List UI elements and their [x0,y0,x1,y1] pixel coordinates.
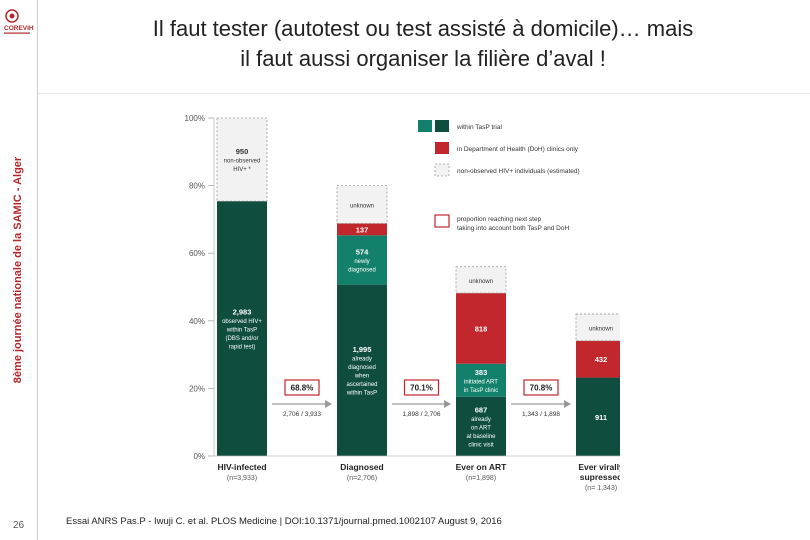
bar-segment [217,201,267,456]
data-label: diagnosed [348,365,376,371]
legend-label: proportion reaching next step [457,216,542,223]
legend-swatch [435,142,449,154]
category-count: (n=1,898) [466,475,496,482]
title-line-1: Il faut tester (autotest ou test assisté… [152,16,694,41]
sidebar: COREVIH 8ème journée nationale de la SAM… [0,0,38,540]
proportion-percent: 70.1% [410,384,433,393]
y-tick-label: 20% [189,384,205,393]
data-label: observed HIV+ [222,319,262,325]
arrow-head [564,400,571,408]
bar-segment [337,235,387,285]
bar-segment [337,284,387,456]
data-label: rapid test) [229,345,256,351]
data-label: non-observed [224,159,261,165]
data-label: within TasP [226,328,257,334]
legend-swatch [434,214,450,228]
data-label: unknown [469,279,493,285]
data-label: 911 [595,413,607,422]
data-label: 818 [475,324,488,333]
y-tick-label: 80% [189,182,205,191]
bar-segment [336,185,388,224]
slide-title: Il faut tester (autotest ou test assisté… [48,14,798,74]
arrow-head [444,400,451,408]
legend-label: in Department of Health (DoH) clinics on… [457,146,579,153]
data-label: within TasP [346,391,377,397]
conference-label: 8ème journée nationale de la SAMIC - Alg… [12,156,24,384]
corevih-logo: COREVIH [4,9,34,34]
data-label: newly [354,259,369,265]
bar-segment [456,293,506,364]
proportion-fraction: 1,343 / 1,898 [522,411,560,418]
proportion-box [403,379,440,396]
bar-segment [216,117,268,202]
data-label: 950 [236,147,249,156]
data-label: unknown [589,326,613,332]
data-label: ascertained [346,382,377,388]
data-label: 2,983 [233,308,252,317]
title-divider [38,93,810,94]
title-line-2: il faut aussi organiser la filière d’ava… [240,46,606,71]
logo-text: COREVIH [4,25,34,32]
bar-segment [575,313,620,342]
y-tick-label: 60% [189,249,205,258]
data-label: (DBS and/or [225,336,258,342]
category-count: (n=3,933) [227,475,257,482]
y-tick-label: 100% [185,114,205,123]
arrow-head [325,400,332,408]
category-label: Diagnosed [340,462,383,472]
legend-swatch [434,163,450,177]
data-label: 687 [475,405,488,414]
citation: Essai ANRS Pas.P - Iwuji C. et al. PLOS … [66,516,502,527]
data-label: 432 [595,355,608,364]
proportion-percent: 68.8% [291,384,314,393]
y-tick-label: 0% [193,452,205,461]
data-label: clinic visit [468,442,494,448]
data-label: initiated ART [464,379,498,385]
legend-label: within TasP trial [456,124,502,131]
category-label: Ever virally [578,462,620,472]
data-label: 574 [356,247,369,256]
proportion-box [523,379,559,396]
y-tick-label: 40% [189,317,205,326]
legend-label: non-observed HIV+ individuals (estimated… [457,168,580,175]
bar-segment [456,363,506,397]
data-label: already [471,417,491,423]
bar-segment [576,340,620,378]
legend-label: taking into account both TasP and DoH [457,225,569,232]
data-label: 137 [356,225,369,234]
data-label: already [352,357,372,363]
data-label: 383 [475,368,488,377]
category-label: supressed [580,472,620,482]
category-label: HIV-infected [217,462,266,472]
hiv-cascade-chart: 0% 20% 40% 60% 80% 100% 2,983 observed HIV+ with… [185,114,620,492]
category-count: (n=2,706) [347,475,377,482]
bar-segment [337,223,387,236]
category-label: Ever on ART [456,462,508,472]
data-label: unknown [350,204,374,210]
data-label: when [354,374,369,380]
proportion-fraction: 2,706 / 3,933 [283,411,321,418]
bar-segment [456,396,506,456]
proportion-fraction: 1,898 / 2,706 [403,411,441,418]
data-label: at baseline [466,434,496,440]
legend-swatch [435,120,449,132]
legend-swatch [418,120,432,132]
data-label: diagnosed [348,267,376,273]
bar-segment [576,377,620,456]
data-label: 1,995 [353,345,372,354]
bar-segment [455,266,507,294]
data-label: in TasP clinic [464,388,498,394]
proportion-box [284,379,320,396]
page-number: 26 [12,520,25,531]
proportion-percent: 70.8% [530,384,553,393]
data-label: on ART [471,425,491,431]
category-count: (n= 1,343) [585,485,617,492]
data-label: HIV+ * [233,167,251,173]
